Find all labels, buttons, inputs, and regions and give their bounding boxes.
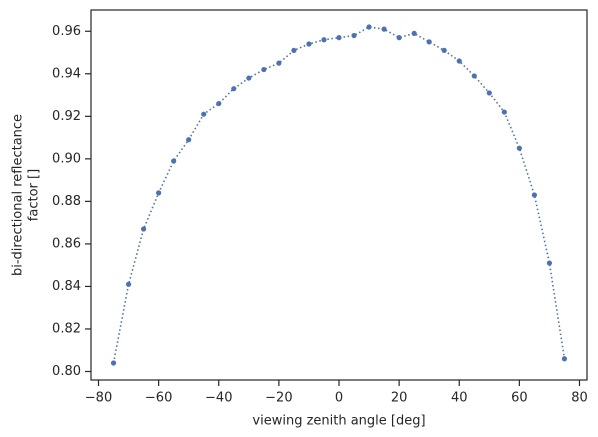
y-tick-label: 0.86	[52, 236, 81, 251]
y-axis-label: bi-directional reflectance	[11, 114, 26, 276]
data-point	[516, 145, 522, 151]
x-tick-label: 0	[335, 391, 343, 406]
data-point	[110, 360, 117, 366]
data-point	[471, 73, 477, 79]
x-axis-label: viewing zenith angle [deg]	[252, 414, 425, 429]
data-point	[321, 37, 327, 43]
x-tick-label: −60	[145, 391, 172, 406]
data-point	[306, 41, 312, 47]
x-tick-label: −20	[265, 391, 292, 406]
data-line	[112, 26, 566, 364]
data-point	[396, 35, 402, 41]
plot-frame	[90, 9, 588, 381]
data-point	[411, 30, 417, 36]
y-axis-label: factor []	[27, 169, 42, 221]
data-point	[231, 86, 237, 92]
data-point	[381, 26, 387, 32]
data-point	[486, 90, 492, 96]
data-point	[246, 75, 252, 81]
y-tick-label: 0.88	[52, 194, 81, 209]
y-tick-label: 0.94	[52, 66, 81, 81]
y-tick-label: 0.84	[52, 279, 81, 294]
data-point	[561, 356, 568, 362]
x-tick-label: 80	[571, 391, 588, 406]
data-point	[441, 47, 447, 54]
data-point	[456, 58, 462, 64]
data-point	[261, 66, 267, 73]
data-point	[171, 158, 177, 164]
data-point	[546, 260, 553, 266]
data-point	[426, 39, 432, 45]
x-tick-label: −80	[85, 391, 112, 406]
data-point	[156, 190, 162, 196]
y-tick-label: 0.82	[52, 321, 81, 336]
data-point	[186, 137, 192, 143]
data-point	[501, 109, 507, 115]
data-point	[291, 47, 297, 54]
data-point	[351, 32, 357, 39]
x-tick-label: 20	[391, 391, 408, 406]
y-tick-label: 0.80	[52, 364, 81, 379]
x-tick-label: −40	[205, 391, 232, 406]
y-tick-label: 0.96	[52, 24, 81, 39]
data-point	[336, 35, 342, 41]
data-point	[141, 226, 147, 232]
y-tick-label: 0.90	[52, 151, 81, 166]
data-point	[201, 111, 207, 117]
data-point	[531, 192, 537, 198]
x-tick-label: 60	[511, 391, 528, 406]
data-point	[216, 100, 222, 107]
data-point	[366, 24, 372, 30]
x-tick-label: 40	[451, 391, 468, 406]
data-point	[125, 281, 132, 287]
data-point	[276, 60, 282, 66]
y-tick-label: 0.92	[52, 109, 81, 124]
